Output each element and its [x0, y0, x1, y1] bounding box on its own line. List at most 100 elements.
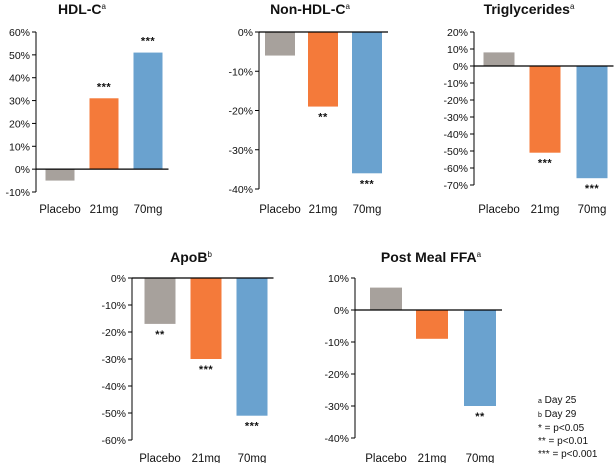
category-label: Placebo [139, 453, 181, 463]
legend-entry: a Day 25 [538, 395, 577, 406]
category-label: 70mg [238, 453, 267, 463]
y-tick-label: 0% [334, 305, 349, 317]
chart-title: HDL-Ca [58, 1, 107, 17]
y-tick-label: -10% [443, 78, 468, 90]
y-tick-label: 20% [9, 118, 30, 130]
y-tick-label: -70% [443, 180, 468, 192]
category-label: 21mg [192, 453, 221, 463]
y-tick-label: -30% [324, 401, 349, 413]
y-tick-label: 30% [9, 96, 30, 108]
y-tick-label: 0% [453, 61, 468, 73]
legend-label: * = p<0.05 [538, 423, 585, 434]
significance-label: ** [155, 329, 165, 341]
bar-70mg [133, 52, 163, 170]
y-tick-label: -20% [324, 369, 349, 381]
bar-21mg [89, 98, 119, 170]
legend-entry: *** = p<0.001 [538, 449, 598, 460]
category-label: 21mg [309, 204, 338, 216]
y-tick-label: 0% [15, 164, 30, 176]
category-label: 70mg [134, 204, 163, 216]
y-tick-label: -20% [443, 95, 468, 107]
chart-title: Non-HDL-Ca [270, 1, 350, 17]
chart-title: ApoBb [170, 249, 212, 265]
chart-title-text: Triglycerides [484, 1, 571, 17]
bar-placebo [483, 52, 515, 66]
y-tick-label: -50% [443, 146, 468, 158]
y-tick-label: -60% [101, 435, 126, 447]
y-tick-label: 40% [9, 73, 30, 85]
chart-title-text: Post Meal FFA [381, 249, 477, 265]
category-label: 70mg [466, 453, 495, 463]
significance-label: *** [199, 364, 214, 376]
y-tick-label: -30% [443, 112, 468, 124]
y-tick-label: -40% [228, 184, 253, 196]
significance-label: ** [318, 112, 328, 124]
chart-title-superscript: a [345, 2, 350, 11]
category-label: 21mg [90, 204, 119, 216]
chart-panel-1: HDL-Ca -10% 0% 10% 20% 30% 40% 50% 60% Placebo 21m… [5, 1, 169, 216]
y-tick-label: 0% [238, 27, 253, 39]
chart-panel-4: ApoBb -60% -50% -40% -30% -20% -10% 0% Placebo 21… [101, 249, 274, 463]
bar-70mg [576, 66, 608, 179]
y-tick-label: 10% [9, 141, 30, 153]
chart-title-superscript: b [207, 250, 212, 259]
legend: a Day 25 b Day 29 * = p<0.05 ** = p<0.01… [538, 395, 598, 460]
y-tick-label: -10% [228, 66, 253, 78]
bar-placebo [144, 278, 176, 324]
legend-entry: ** = p<0.01 [538, 436, 588, 447]
category-label: 21mg [531, 204, 560, 216]
legend-label: Day 25 [542, 395, 577, 406]
chart-title: Triglyceridesa [484, 1, 575, 17]
y-tick-label: -40% [101, 381, 126, 393]
category-label: Placebo [478, 204, 520, 216]
chart-title-text: Non-HDL-C [270, 1, 345, 17]
y-tick-label: 10% [447, 44, 468, 56]
significance-label: *** [585, 183, 600, 195]
category-label: 70mg [353, 204, 382, 216]
chart-panel-3: Triglyceridesa -70% -60% -50% -40% -30% -20% -1… [443, 1, 614, 216]
bar-placebo [265, 32, 295, 56]
chart-title-text: HDL-C [58, 1, 102, 17]
chart-title: Post Meal FFAa [381, 249, 482, 265]
category-label: 21mg [418, 453, 447, 463]
y-tick-label: -10% [101, 300, 126, 312]
significance-label: *** [141, 36, 156, 48]
chart-title-superscript: a [477, 250, 482, 259]
significance-label: *** [538, 158, 553, 170]
y-tick-label: 10% [328, 273, 349, 285]
category-label: Placebo [39, 204, 81, 216]
category-label: 70mg [578, 204, 607, 216]
y-tick-label: 60% [9, 27, 30, 39]
significance-label: ** [475, 411, 485, 423]
y-tick-label: -50% [101, 408, 126, 420]
significance-label: *** [245, 421, 260, 433]
y-tick-label: -40% [443, 129, 468, 141]
y-tick-label: -10% [324, 337, 349, 349]
chart-panel-5: Post Meal FFAa -40% -30% -20% -10% 0% 10% Place… [324, 249, 502, 463]
bar-21mg [416, 310, 448, 339]
y-tick-label: -30% [101, 354, 126, 366]
chart-title-superscript: a [102, 2, 107, 11]
chart-title-superscript: a [570, 2, 575, 11]
legend-entry: * = p<0.05 [538, 423, 585, 434]
y-tick-label: -60% [443, 163, 468, 175]
chart-panel-2: Non-HDL-Ca -40% -30% -20% -10% 0% Placebo 21mg 7… [228, 1, 388, 216]
legend-label: *** = p<0.001 [538, 449, 598, 460]
chart-title-text: ApoB [170, 249, 207, 265]
category-label: Placebo [365, 453, 407, 463]
legend-superscript: a [538, 398, 542, 405]
y-tick-label: 0% [111, 273, 126, 285]
significance-label: *** [360, 178, 375, 190]
y-tick-label: -10% [5, 187, 30, 199]
bar-21mg [308, 32, 338, 107]
category-label: Placebo [259, 204, 301, 216]
bar-21mg [529, 66, 561, 153]
legend-label: Day 29 [542, 409, 577, 420]
legend-entry: b Day 29 [538, 409, 577, 420]
y-tick-label: 20% [447, 27, 468, 39]
y-tick-label: -40% [324, 433, 349, 445]
y-tick-label: -20% [101, 327, 126, 339]
bar-70mg [464, 310, 496, 406]
legend-label: ** = p<0.01 [538, 436, 588, 447]
bar-placebo [45, 169, 75, 181]
